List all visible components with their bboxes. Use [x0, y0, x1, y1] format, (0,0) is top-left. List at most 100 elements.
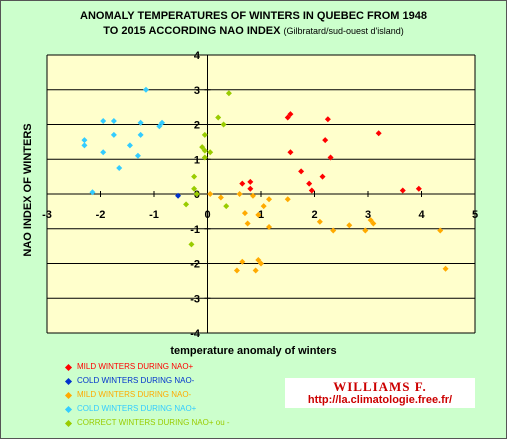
data-point-series-3	[89, 189, 96, 196]
legend-marker-diamond-icon	[64, 363, 73, 371]
data-point-series-3	[137, 131, 144, 138]
data-point-series-3	[100, 149, 107, 156]
x-tick-label: 3	[365, 209, 371, 221]
y-tick-label: -1	[190, 224, 200, 236]
data-point-series-3	[110, 131, 117, 138]
x-tick-label: -2	[96, 209, 106, 221]
data-point-series-2	[330, 227, 337, 234]
legend-item-1: COLD WINTERS DURING NAO-	[64, 374, 230, 388]
y-tick-label: -4	[190, 328, 201, 340]
data-point-series-2	[260, 203, 267, 210]
legend-label: MILD WINTERS DURING NAO-	[77, 390, 192, 399]
data-point-series-4	[199, 144, 206, 151]
data-point-series-3	[116, 164, 123, 171]
chart-title-subtitle: (Gilbratard/sud-ouest d'island)	[283, 26, 404, 36]
legend-label: COLD WINTERS DURING NAO-	[77, 376, 195, 385]
data-point-series-4	[215, 114, 222, 121]
credit-box: WILLIAMS F. http://la.climatologie.free.…	[285, 378, 475, 408]
data-points	[81, 86, 449, 274]
data-point-series-1	[175, 192, 182, 199]
data-point-series-2	[346, 222, 353, 229]
data-point-series-0	[298, 168, 305, 175]
data-point-series-0	[322, 137, 329, 144]
data-point-series-2	[217, 194, 224, 201]
data-point-series-2	[207, 191, 214, 197]
x-tick-label: 4	[418, 209, 425, 221]
data-point-series-2	[236, 191, 243, 197]
data-point-series-4	[201, 147, 208, 154]
data-point-series-0	[287, 111, 294, 118]
data-point-series-2	[233, 267, 240, 274]
credit-author: WILLIAMS F.	[333, 379, 427, 394]
legend-item-3: COLD WINTERS DURING NAO+	[64, 402, 230, 416]
data-point-series-3	[137, 119, 144, 126]
data-point-series-4	[223, 203, 230, 210]
data-point-series-4	[188, 241, 195, 248]
x-tick-label: -3	[42, 209, 52, 221]
data-point-series-4	[225, 90, 232, 97]
data-point-series-4	[193, 191, 200, 197]
data-point-series-3	[81, 142, 88, 149]
legend: MILD WINTERS DURING NAO+ COLD WINTERS DUR…	[64, 360, 230, 430]
y-tick-label: 2	[194, 120, 200, 132]
legend-marker-diamond-icon	[64, 377, 73, 385]
x-tick-label: 0	[204, 209, 210, 221]
data-point-series-2	[249, 192, 256, 199]
data-point-series-2	[258, 260, 264, 267]
x-tick-label: 2	[311, 209, 317, 221]
data-point-series-2	[255, 211, 262, 218]
y-tick-label: -3	[190, 293, 200, 305]
legend-item-4: CORRECT WINTERS DURING NAO+ ou -	[64, 416, 230, 430]
y-tick-label: 1	[194, 154, 200, 166]
data-point-series-3	[134, 152, 141, 159]
chart-title-line-1: ANOMALY TEMPERATURES OF WINTERS IN QUEBE…	[80, 10, 427, 22]
data-point-series-4	[207, 149, 214, 156]
data-point-series-0	[308, 187, 315, 194]
data-point-series-0	[306, 180, 313, 187]
data-point-series-0	[327, 154, 334, 161]
data-point-series-4	[201, 131, 208, 138]
x-tick-label: -1	[149, 209, 159, 221]
data-point-series-0	[324, 116, 331, 123]
data-point-series-2	[241, 210, 248, 217]
data-point-series-2	[266, 224, 273, 231]
data-point-series-4	[201, 154, 208, 161]
data-point-series-0	[287, 149, 294, 156]
data-point-series-0	[247, 178, 254, 185]
data-point-series-2	[252, 267, 259, 274]
legend-marker-diamond-icon	[64, 391, 73, 399]
legend-label: COLD WINTERS DURING NAO+	[77, 404, 197, 413]
legend-label: CORRECT WINTERS DURING NAO+ ou -	[77, 418, 230, 427]
data-point-series-0	[239, 180, 246, 187]
data-point-series-0	[415, 185, 422, 192]
legend-marker-diamond-icon	[64, 405, 73, 413]
data-point-series-2	[284, 196, 291, 203]
chart-title-line-2: TO 2015 ACCORDING NAO INDEX (Gilbratard/…	[0, 25, 507, 37]
data-point-series-0	[375, 130, 382, 137]
data-point-series-4	[191, 185, 198, 192]
data-point-series-2	[266, 196, 273, 203]
y-tick-label: 4	[194, 50, 201, 62]
legend-item-2: MILD WINTERS DURING NAO-	[64, 388, 230, 402]
data-point-series-4	[191, 173, 198, 180]
data-point-series-4	[220, 121, 227, 128]
legend-item-0: MILD WINTERS DURING NAO+	[64, 360, 230, 374]
chart-title-line-2-main: TO 2015 ACCORDING NAO INDEX	[103, 25, 281, 37]
y-axis-title: NAO INDEX OF WINTERS	[22, 123, 34, 257]
data-point-series-3	[81, 137, 88, 144]
data-point-series-0	[284, 114, 291, 121]
data-point-series-2	[437, 227, 444, 234]
data-point-series-2	[367, 217, 374, 224]
data-point-series-0	[319, 173, 326, 180]
data-point-series-2	[370, 220, 377, 227]
data-point-series-2	[239, 258, 246, 265]
data-point-series-3	[110, 118, 117, 125]
data-point-series-2	[442, 265, 449, 272]
credit-url-link[interactable]: http://la.climatologie.free.fr/	[307, 394, 453, 406]
data-point-series-2	[255, 257, 262, 264]
data-point-series-3	[159, 119, 166, 126]
data-point-series-4	[183, 201, 190, 208]
x-axis-title: temperature anomaly of winters	[170, 345, 337, 357]
y-tick-label: -2	[190, 259, 200, 271]
